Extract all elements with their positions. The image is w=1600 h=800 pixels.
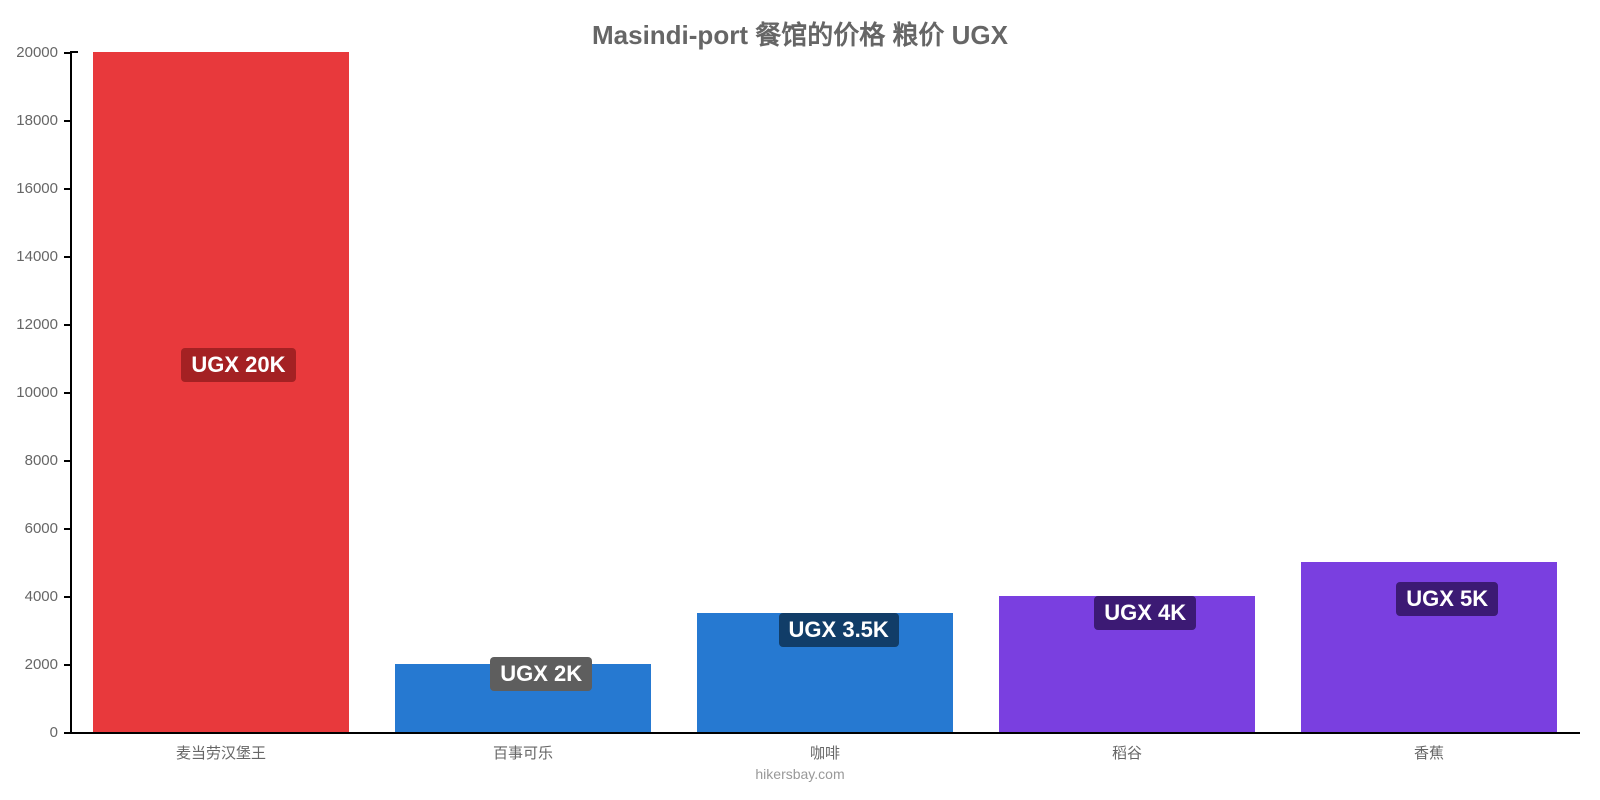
y-tick-mark <box>64 188 70 190</box>
x-category-label: 稻谷 <box>976 742 1278 763</box>
bar <box>93 52 350 732</box>
y-tick-mark <box>64 324 70 326</box>
x-category-label: 咖啡 <box>674 742 976 763</box>
value-badge: UGX 20K <box>181 348 295 382</box>
y-tick-label: 2000 <box>0 656 58 673</box>
y-tick-mark <box>64 460 70 462</box>
y-tick-label: 20000 <box>0 44 58 61</box>
y-axis-line <box>70 52 72 732</box>
y-tick-label: 6000 <box>0 520 58 537</box>
price-bar-chart: Masindi-port 餐馆的价格 粮价 UGX 02000400060008… <box>0 0 1600 800</box>
chart-title: Masindi-port 餐馆的价格 粮价 UGX <box>0 15 1600 52</box>
y-tick-label: 14000 <box>0 248 58 265</box>
chart-caption: hikersbay.com <box>0 766 1600 782</box>
y-tick-label: 18000 <box>0 112 58 129</box>
y-tick-mark <box>64 120 70 122</box>
value-badge: UGX 4K <box>1094 596 1196 630</box>
y-tick-mark <box>64 392 70 394</box>
x-category-label: 香蕉 <box>1278 742 1580 763</box>
y-tick-mark <box>64 528 70 530</box>
y-tick-label: 0 <box>0 724 58 741</box>
y-tick-label: 16000 <box>0 180 58 197</box>
value-badge: UGX 5K <box>1396 582 1498 616</box>
x-axis-line <box>70 732 1580 734</box>
y-tick-label: 10000 <box>0 384 58 401</box>
y-tick-mark <box>64 664 70 666</box>
value-badge: UGX 3.5K <box>779 613 899 647</box>
y-axis-top-cap <box>70 51 78 53</box>
y-tick-mark <box>64 52 70 54</box>
y-tick-mark <box>64 732 70 734</box>
x-category-label: 麦当劳汉堡王 <box>70 742 372 763</box>
x-category-label: 百事可乐 <box>372 742 674 763</box>
plot-area: 0200040006000800010000120001400016000180… <box>70 52 1580 732</box>
y-tick-label: 8000 <box>0 452 58 469</box>
y-tick-label: 12000 <box>0 316 58 333</box>
y-tick-mark <box>64 256 70 258</box>
y-tick-mark <box>64 596 70 598</box>
value-badge: UGX 2K <box>490 657 592 691</box>
y-tick-label: 4000 <box>0 588 58 605</box>
